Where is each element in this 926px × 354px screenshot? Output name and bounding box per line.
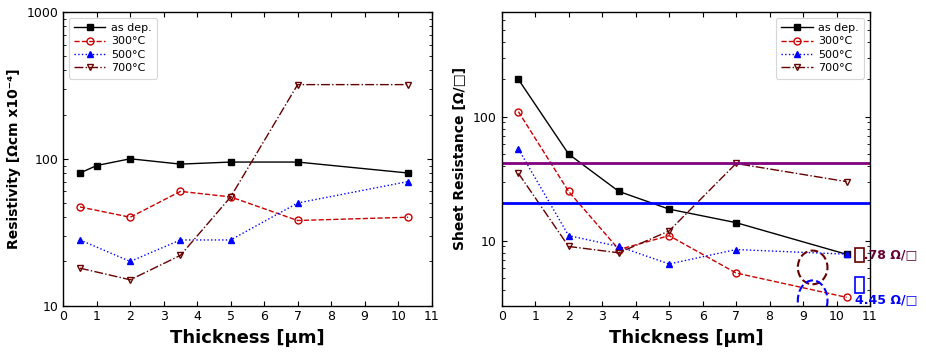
500°C bbox=[225, 238, 236, 242]
500°C bbox=[841, 252, 852, 256]
as dep. bbox=[664, 207, 675, 211]
as dep. bbox=[563, 152, 574, 156]
700°C bbox=[292, 82, 303, 87]
300°C bbox=[664, 234, 675, 238]
Legend: as dep., 300°C, 500°C, 700°C: as dep., 300°C, 500°C, 700°C bbox=[776, 17, 865, 79]
700°C bbox=[74, 266, 85, 270]
700°C bbox=[403, 82, 414, 87]
as dep. bbox=[841, 252, 852, 256]
Line: 300°C: 300°C bbox=[515, 108, 850, 301]
Y-axis label: Resistivity [Ωcm x10⁻⁴]: Resistivity [Ωcm x10⁻⁴] bbox=[6, 68, 21, 249]
300°C bbox=[563, 189, 574, 194]
Line: 500°C: 500°C bbox=[515, 145, 850, 268]
500°C bbox=[613, 244, 624, 249]
700°C bbox=[175, 253, 186, 257]
X-axis label: Thickness [μm]: Thickness [μm] bbox=[608, 329, 763, 347]
500°C bbox=[731, 247, 742, 252]
Y-axis label: Sheet Resistance [Ω/□]: Sheet Resistance [Ω/□] bbox=[454, 67, 468, 250]
Line: as dep.: as dep. bbox=[515, 76, 850, 258]
500°C bbox=[513, 147, 524, 151]
as dep. bbox=[731, 221, 742, 225]
300°C bbox=[74, 205, 85, 209]
as dep. bbox=[292, 160, 303, 164]
700°C bbox=[613, 251, 624, 255]
500°C bbox=[563, 234, 574, 238]
Bar bbox=[855, 248, 864, 262]
300°C bbox=[125, 215, 136, 219]
500°C bbox=[664, 262, 675, 266]
700°C bbox=[841, 179, 852, 184]
300°C bbox=[841, 295, 852, 299]
as dep. bbox=[74, 171, 85, 175]
Line: 500°C: 500°C bbox=[77, 178, 412, 265]
300°C bbox=[731, 271, 742, 275]
300°C bbox=[175, 189, 186, 194]
500°C bbox=[74, 238, 85, 242]
as dep. bbox=[175, 162, 186, 166]
700°C bbox=[513, 171, 524, 176]
500°C bbox=[292, 201, 303, 205]
700°C bbox=[225, 195, 236, 199]
Line: 700°C: 700°C bbox=[515, 160, 850, 256]
Line: as dep.: as dep. bbox=[77, 155, 412, 177]
as dep. bbox=[403, 171, 414, 175]
300°C bbox=[613, 247, 624, 252]
Line: 300°C: 300°C bbox=[77, 188, 412, 224]
as dep. bbox=[513, 77, 524, 81]
as dep. bbox=[613, 189, 624, 194]
Text: 4.45 Ω/□: 4.45 Ω/□ bbox=[855, 293, 918, 306]
300°C bbox=[292, 218, 303, 223]
Text: 7.78 Ω/□: 7.78 Ω/□ bbox=[855, 248, 918, 261]
700°C bbox=[664, 229, 675, 233]
500°C bbox=[403, 179, 414, 184]
300°C bbox=[513, 109, 524, 114]
700°C bbox=[125, 278, 136, 282]
as dep. bbox=[125, 157, 136, 161]
500°C bbox=[175, 238, 186, 242]
X-axis label: Thickness [μm]: Thickness [μm] bbox=[170, 329, 325, 347]
300°C bbox=[403, 215, 414, 219]
as dep. bbox=[91, 164, 102, 168]
700°C bbox=[731, 161, 742, 166]
300°C bbox=[225, 195, 236, 199]
700°C bbox=[563, 244, 574, 249]
Line: 700°C: 700°C bbox=[77, 81, 412, 283]
500°C bbox=[125, 259, 136, 264]
as dep. bbox=[225, 160, 236, 164]
Legend: as dep., 300°C, 500°C, 700°C: as dep., 300°C, 500°C, 700°C bbox=[69, 17, 157, 79]
Bar bbox=[855, 277, 864, 293]
